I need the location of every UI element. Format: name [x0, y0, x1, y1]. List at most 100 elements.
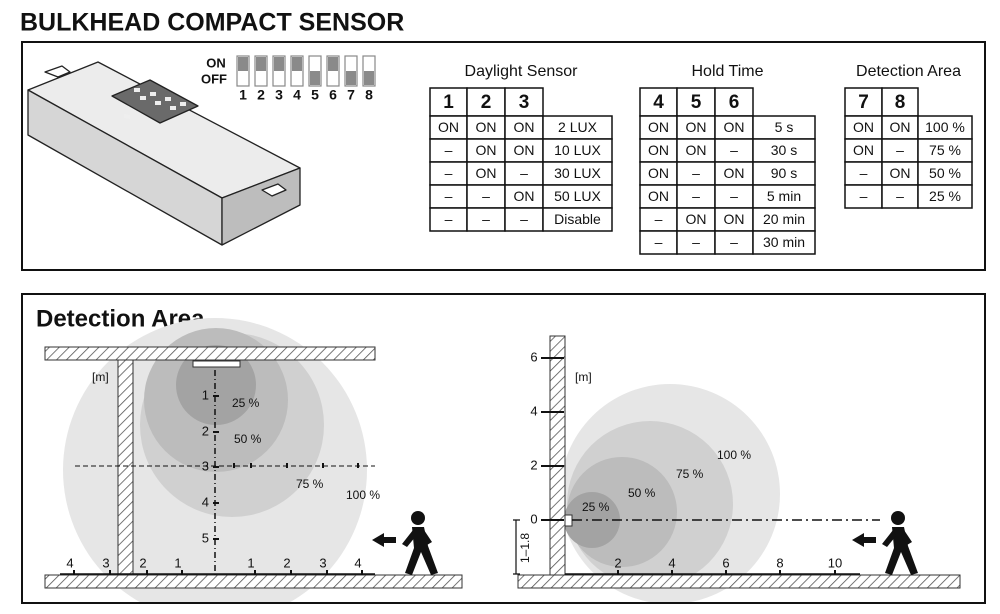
dip-number: 7 — [347, 87, 355, 103]
cell-text: 50 LUX — [554, 188, 601, 204]
header-label: 3 — [519, 92, 530, 113]
unit-label: [m] — [575, 370, 592, 384]
cell-text: – — [860, 188, 868, 204]
cell-text: – — [896, 188, 904, 204]
horizontal-label: 1 — [174, 555, 181, 570]
top-view-zones — [63, 318, 367, 602]
unit-label: [m] — [92, 370, 109, 384]
cell-text: 5 s — [775, 119, 794, 135]
cell-text: – — [445, 142, 453, 158]
horizontal-label: 4 — [354, 555, 361, 570]
cell-text: – — [482, 211, 490, 227]
table-cell — [542, 207, 613, 232]
cell-text: ON — [890, 119, 911, 135]
height-label: 2 — [530, 457, 537, 472]
dip-number: 6 — [329, 87, 337, 103]
table-title: Detection Area — [856, 63, 961, 80]
cell-text: 30 LUX — [554, 165, 601, 181]
cell-text: ON — [476, 119, 497, 135]
header-label: 7 — [858, 92, 869, 113]
zone-label: 50 % — [628, 486, 656, 500]
cell-text: 25 % — [929, 188, 961, 204]
dip-lever — [274, 57, 284, 71]
header-label: 1 — [443, 92, 454, 113]
cell-text: – — [482, 188, 490, 204]
side-view-structure — [513, 335, 961, 589]
height-label: 4 — [530, 403, 537, 418]
table-cell — [752, 230, 816, 255]
height-label: 6 — [530, 349, 537, 364]
cell-text: ON — [476, 165, 497, 181]
cell-text: – — [445, 165, 453, 181]
cell-text: – — [520, 211, 528, 227]
dip-number: 5 — [311, 87, 319, 103]
table-title: Daylight Sensor — [465, 63, 579, 80]
cell-text: ON — [438, 119, 459, 135]
cell-text: ON — [853, 142, 874, 158]
top-view-structure — [44, 346, 463, 589]
cell-text: 75 % — [929, 142, 961, 158]
cell-text: ON — [686, 142, 707, 158]
zone-label: 75 % — [676, 467, 704, 481]
dip-number: 4 — [293, 87, 301, 103]
cell-text: ON — [476, 142, 497, 158]
cell-text: – — [692, 234, 700, 250]
cell-text: ON — [648, 119, 669, 135]
header-label: 5 — [691, 92, 702, 113]
dip-off-label: OFF — [201, 71, 227, 86]
header-label: 4 — [653, 92, 664, 113]
person-top — [402, 511, 438, 575]
dip-lever — [310, 71, 320, 85]
distance-label: 10 — [828, 555, 842, 570]
dip-lever — [238, 57, 248, 71]
cell-text: 10 LUX — [554, 142, 601, 158]
header-cell — [504, 87, 544, 117]
vertical-label: 4 — [202, 494, 209, 509]
cell-text: – — [445, 188, 453, 204]
person-side — [882, 511, 918, 575]
cell-text: ON — [853, 119, 874, 135]
zone-label: 100 % — [717, 448, 751, 462]
cell-text: – — [896, 142, 904, 158]
page-title: BULKHEAD COMPACT SENSOR — [20, 9, 404, 37]
top-view-labels: [m] 1 2 3 4 5 4 3 2 1 1 2 3 4 25 % 50 % 75 % 100 % — [66, 370, 380, 575]
dip-number: 8 — [365, 87, 373, 103]
distance-label: 8 — [776, 555, 783, 570]
horizontal-label: 3 — [319, 555, 326, 570]
cell-text: – — [860, 165, 868, 181]
table-cell — [917, 184, 973, 209]
cell-text: 30 min — [763, 234, 805, 250]
horizontal-label: 2 — [139, 555, 146, 570]
cell-text: 90 s — [771, 165, 797, 181]
cell-text: ON — [648, 142, 669, 158]
settings-panel — [21, 41, 986, 271]
header-label: 6 — [729, 92, 740, 113]
mounting-height: 1–1.8 — [518, 533, 532, 563]
cell-text: 30 s — [771, 142, 797, 158]
header-cell — [881, 87, 919, 117]
cell-text: 50 % — [929, 165, 961, 181]
dip-lever — [292, 57, 302, 71]
zone-label: 25 % — [582, 500, 610, 514]
cell-text: ON — [724, 211, 745, 227]
dip-number: 1 — [239, 87, 247, 103]
cell-text: ON — [514, 142, 535, 158]
header-label: 2 — [481, 92, 492, 113]
distance-label: 6 — [722, 555, 729, 570]
cell-text: – — [692, 188, 700, 204]
cell-text: – — [655, 234, 663, 250]
cell-text: – — [730, 142, 738, 158]
cell-text: – — [730, 188, 738, 204]
cell-text: 2 LUX — [558, 119, 598, 135]
vertical-label: 1 — [202, 387, 209, 402]
horizontal-label: 4 — [66, 555, 73, 570]
cell-text: ON — [514, 188, 535, 204]
setting-tables: Daylight Sensor 1 2 3 ON ON ON 2 LUX – ON ON 10 LUX… — [429, 63, 973, 255]
zone-label: 50 % — [234, 432, 262, 446]
cell-text: – — [445, 211, 453, 227]
cell-text: 5 min — [767, 188, 801, 204]
horizontal-label: 3 — [102, 555, 109, 570]
vertical-label: 5 — [202, 530, 209, 545]
cell-text: ON — [648, 188, 669, 204]
